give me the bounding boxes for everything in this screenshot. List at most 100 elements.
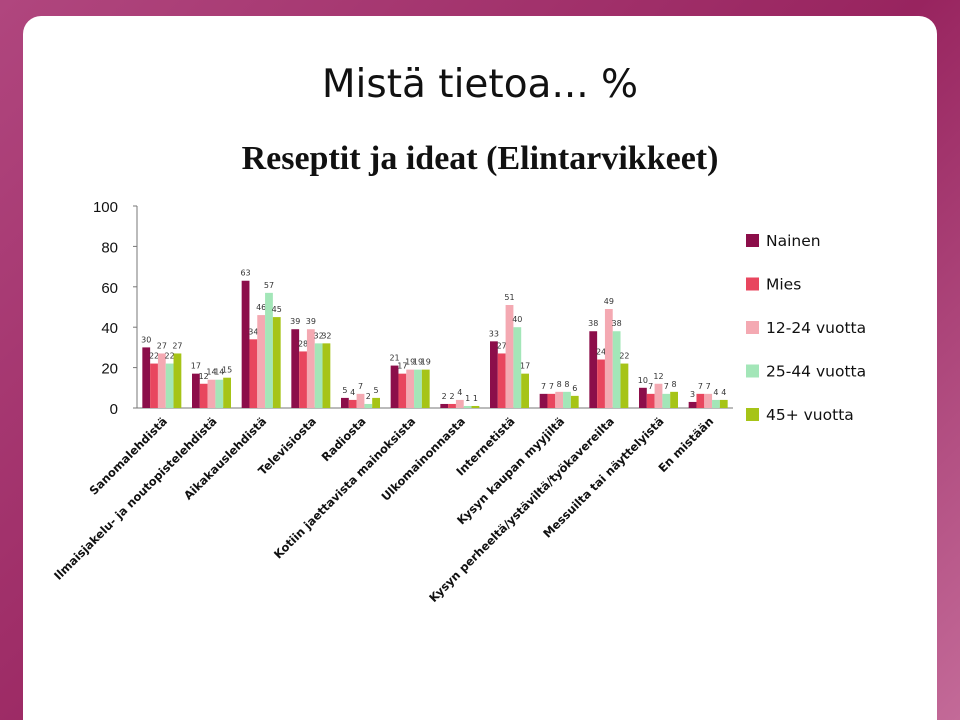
category-label: Radiosta bbox=[319, 414, 369, 464]
data-label: 22 bbox=[619, 352, 629, 361]
bar bbox=[390, 365, 399, 408]
data-label: 21 bbox=[389, 354, 399, 363]
data-label: 4 bbox=[721, 388, 726, 397]
data-label: 30 bbox=[141, 335, 151, 344]
data-label: 2 bbox=[442, 392, 447, 401]
data-label: 5 bbox=[374, 386, 379, 395]
data-label: 5 bbox=[342, 386, 347, 395]
data-label: 8 bbox=[672, 380, 677, 389]
bar bbox=[620, 363, 629, 408]
bar bbox=[688, 401, 697, 408]
data-label: 8 bbox=[557, 380, 562, 389]
data-label: 39 bbox=[290, 317, 300, 326]
bar bbox=[654, 383, 663, 408]
data-label: 17 bbox=[520, 362, 530, 371]
y-tick-label: 0 bbox=[110, 401, 118, 418]
data-label: 1 bbox=[465, 394, 470, 403]
data-label: 12 bbox=[653, 372, 663, 381]
bar bbox=[471, 405, 480, 408]
data-label: 8 bbox=[564, 380, 569, 389]
chart-title: Reseptit ja ideat (Elintarvikkeet) bbox=[241, 140, 719, 177]
data-label: 19 bbox=[413, 358, 423, 367]
bar bbox=[192, 373, 200, 408]
data-label: 19 bbox=[405, 358, 415, 367]
bar bbox=[223, 377, 231, 408]
bar bbox=[314, 343, 323, 408]
data-label: 15 bbox=[222, 366, 232, 375]
data-label: 12 bbox=[199, 372, 209, 381]
slide-title: Mistä tietoa... % bbox=[321, 62, 639, 107]
bar bbox=[249, 339, 258, 408]
bar bbox=[463, 405, 472, 408]
legend-swatch bbox=[746, 234, 759, 247]
data-label: 57 bbox=[264, 281, 274, 290]
bar bbox=[414, 369, 422, 408]
bar bbox=[272, 317, 281, 408]
data-label: 33 bbox=[489, 329, 499, 338]
bar bbox=[639, 387, 647, 408]
bar bbox=[539, 393, 548, 408]
data-label: 4 bbox=[350, 388, 355, 397]
data-label: 2 bbox=[449, 392, 454, 401]
data-label: 32 bbox=[321, 331, 331, 340]
bar bbox=[173, 353, 182, 408]
data-label: 40 bbox=[512, 315, 522, 324]
bar bbox=[142, 347, 151, 408]
data-label: 28 bbox=[298, 339, 308, 348]
data-label: 27 bbox=[497, 341, 507, 350]
data-label: 17 bbox=[397, 362, 407, 371]
bar bbox=[646, 393, 655, 408]
data-label: 7 bbox=[549, 382, 554, 391]
category-label: Kysyn perheeltä/ystäviltä/työkavereilta bbox=[426, 414, 617, 605]
legend-label: Nainen bbox=[766, 232, 821, 250]
bar bbox=[372, 397, 380, 408]
data-label: 10 bbox=[638, 376, 648, 385]
bar bbox=[257, 315, 266, 408]
bar bbox=[348, 399, 357, 408]
bar bbox=[455, 399, 464, 408]
bar bbox=[497, 353, 506, 408]
data-label: 4 bbox=[457, 388, 462, 397]
legend-swatch bbox=[746, 277, 759, 291]
data-label: 19 bbox=[421, 358, 431, 367]
bar bbox=[505, 304, 514, 408]
bar bbox=[265, 292, 273, 408]
bar bbox=[547, 393, 556, 408]
bar bbox=[421, 369, 430, 408]
y-tick-label: 40 bbox=[101, 320, 118, 337]
data-label: 7 bbox=[698, 382, 703, 391]
bar bbox=[521, 373, 529, 408]
bar bbox=[165, 363, 174, 408]
bar bbox=[662, 393, 671, 408]
data-label: 14 bbox=[206, 368, 216, 377]
data-label: 27 bbox=[157, 341, 167, 350]
bar bbox=[589, 331, 598, 408]
bar bbox=[398, 373, 407, 408]
bar bbox=[563, 391, 571, 408]
data-label: 49 bbox=[604, 297, 614, 306]
data-label: 7 bbox=[664, 382, 669, 391]
data-label: 34 bbox=[248, 327, 258, 336]
data-label: 7 bbox=[358, 382, 363, 391]
legend-swatch bbox=[746, 321, 759, 334]
category-label: Aikakauslehdistä bbox=[181, 414, 269, 502]
bar bbox=[696, 393, 705, 408]
legend-label: 25-44 vuotta bbox=[766, 363, 866, 381]
legend-label: 12-24 vuotta bbox=[766, 319, 866, 337]
data-label: 6 bbox=[572, 384, 577, 393]
data-label: 38 bbox=[612, 319, 622, 328]
data-label: 38 bbox=[588, 319, 598, 328]
bar bbox=[150, 363, 158, 408]
data-label: 22 bbox=[149, 352, 159, 361]
data-label: 27 bbox=[172, 341, 182, 350]
y-tick-label: 60 bbox=[101, 280, 118, 297]
data-label: 24 bbox=[596, 348, 606, 357]
data-label: 45 bbox=[272, 305, 282, 314]
bar bbox=[612, 331, 621, 408]
bar bbox=[448, 403, 456, 408]
bar bbox=[712, 399, 720, 408]
data-label: 63 bbox=[240, 269, 250, 278]
category-label: Ulkomainonnasta bbox=[378, 414, 467, 503]
y-tick-label: 20 bbox=[101, 361, 118, 378]
bar bbox=[513, 327, 522, 408]
